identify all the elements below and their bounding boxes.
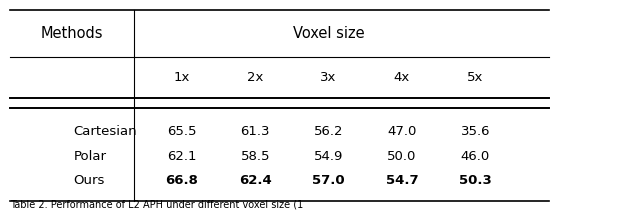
Text: 62.1: 62.1 — [167, 150, 197, 163]
Text: Voxel size: Voxel size — [293, 26, 364, 41]
Text: 62.4: 62.4 — [239, 174, 272, 187]
Text: 35.6: 35.6 — [461, 125, 490, 138]
Text: Table 2. Performance of L2 APH under different voxel size (1: Table 2. Performance of L2 APH under dif… — [10, 199, 303, 209]
Text: 61.3: 61.3 — [241, 125, 270, 138]
Text: 57.0: 57.0 — [312, 174, 345, 187]
Text: 54.9: 54.9 — [314, 150, 343, 163]
Text: Ours: Ours — [73, 174, 105, 187]
Text: 3x: 3x — [320, 71, 337, 83]
Text: 50.3: 50.3 — [459, 174, 492, 187]
Text: 50.0: 50.0 — [387, 150, 417, 163]
Text: 4x: 4x — [394, 71, 410, 83]
Text: 66.8: 66.8 — [165, 174, 198, 187]
Text: 1x: 1x — [174, 71, 190, 83]
Text: Polar: Polar — [73, 150, 107, 163]
Text: 47.0: 47.0 — [387, 125, 417, 138]
Text: 54.7: 54.7 — [385, 174, 419, 187]
Text: 2x: 2x — [247, 71, 263, 83]
Text: 56.2: 56.2 — [314, 125, 343, 138]
Text: 5x: 5x — [467, 71, 484, 83]
Text: 58.5: 58.5 — [241, 150, 270, 163]
Text: 46.0: 46.0 — [461, 150, 490, 163]
Text: 65.5: 65.5 — [167, 125, 197, 138]
Text: Cartesian: Cartesian — [73, 125, 137, 138]
Text: Methods: Methods — [41, 26, 103, 41]
